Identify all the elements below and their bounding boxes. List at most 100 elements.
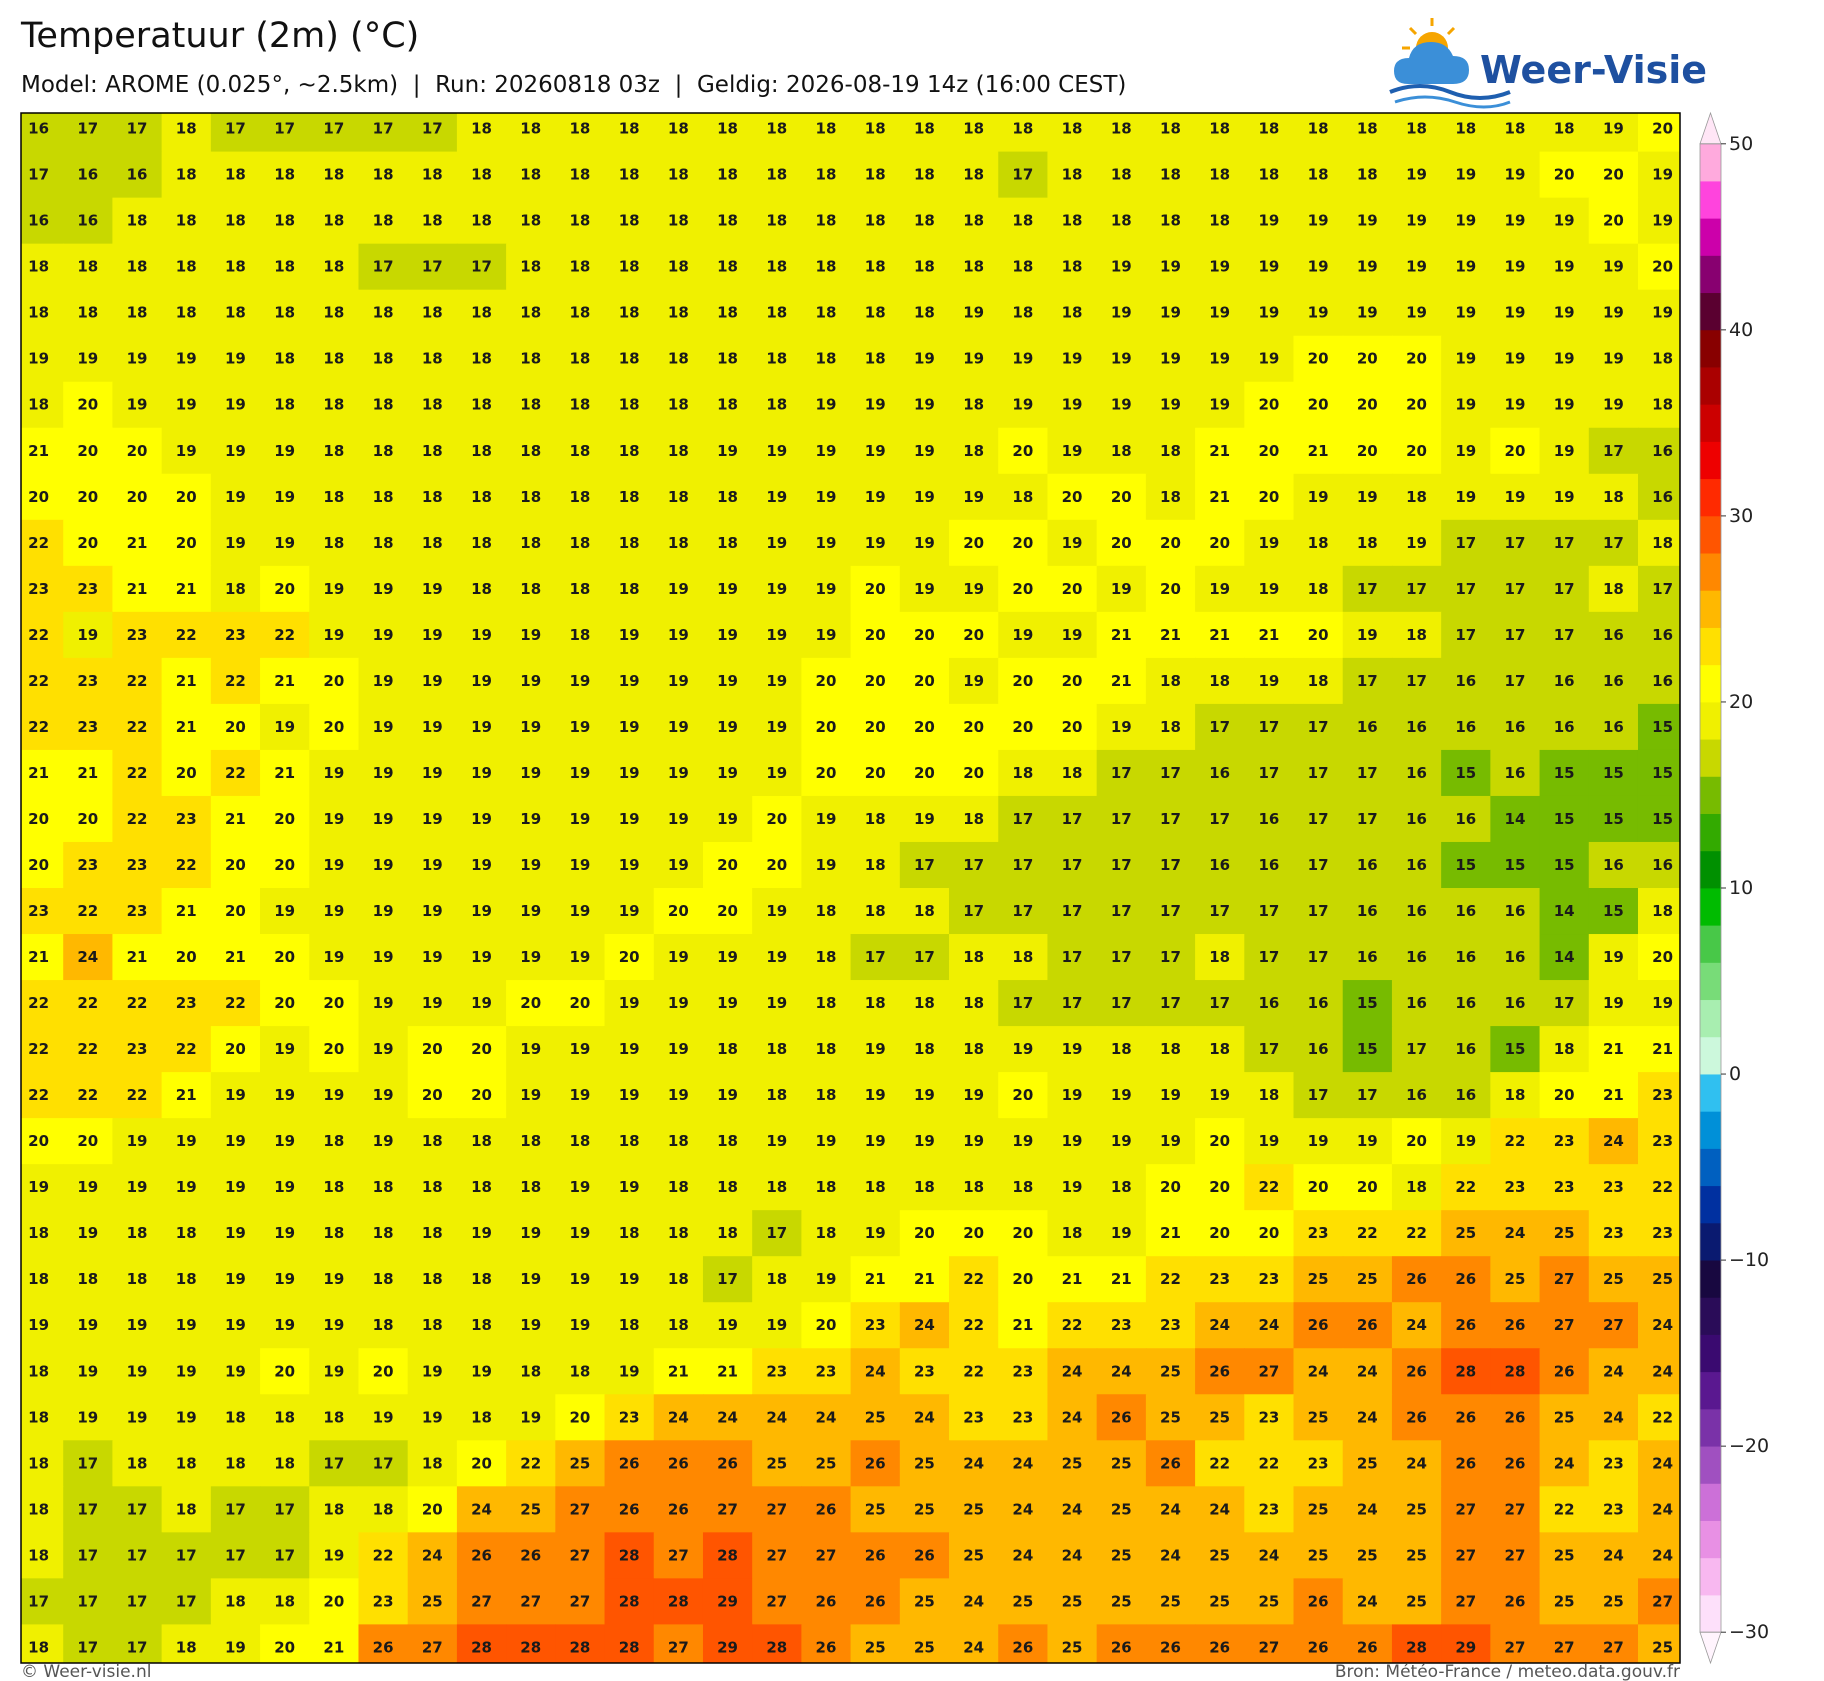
temperature-label: 24 xyxy=(1603,1546,1624,1564)
temperature-label: 19 xyxy=(717,948,738,966)
temperature-cell xyxy=(1145,1348,1196,1395)
temperature-label: 20 xyxy=(1160,534,1181,552)
temperature-label: 19 xyxy=(1209,258,1230,276)
temperature-cell xyxy=(850,1164,901,1211)
temperature-label: 18 xyxy=(373,488,394,506)
temperature-cell xyxy=(1293,795,1344,843)
temperature-cell xyxy=(1539,151,1590,199)
temperature-label: 25 xyxy=(1308,1546,1329,1564)
temperature-cell xyxy=(260,888,310,935)
temperature-label: 18 xyxy=(323,396,344,414)
temperature-label: 18 xyxy=(1111,1040,1132,1058)
temperature-label: 20 xyxy=(471,1040,492,1058)
temperature-label: 19 xyxy=(619,626,640,644)
temperature-cell xyxy=(899,1532,950,1579)
temperature-label: 20 xyxy=(914,626,935,644)
temperature-cell xyxy=(1490,934,1541,981)
temperature-cell xyxy=(112,1348,163,1395)
temperature-cell xyxy=(1342,749,1393,797)
temperature-label: 16 xyxy=(1357,856,1378,874)
temperature-label: 24 xyxy=(1012,1500,1033,1518)
temperature-cell xyxy=(1588,243,1639,291)
temperature-cell xyxy=(1490,519,1541,567)
temperature-cell xyxy=(801,151,852,199)
temperature-cell xyxy=(63,749,114,797)
temperature-cell xyxy=(1539,335,1590,383)
temperature-cell xyxy=(555,657,606,705)
temperature-label: 18 xyxy=(1062,258,1083,276)
temperature-label: 18 xyxy=(668,442,689,460)
temperature-cell xyxy=(949,1302,999,1349)
temperature-label: 20 xyxy=(225,902,246,920)
temperature-cell xyxy=(506,1164,556,1211)
temperature-cell xyxy=(702,1486,753,1533)
temperature-cell xyxy=(604,1532,655,1579)
temperature-cell xyxy=(1145,1164,1196,1211)
temperature-cell xyxy=(998,1302,1049,1349)
temperature-label: 19 xyxy=(914,396,935,414)
temperature-cell xyxy=(1047,980,1098,1027)
temperature-cell xyxy=(1047,565,1098,613)
temperature-label: 18 xyxy=(520,212,541,230)
temperature-cell xyxy=(752,151,802,199)
temperature-cell xyxy=(1490,565,1541,613)
temperature-cell xyxy=(702,611,753,659)
temperature-cell xyxy=(653,427,704,475)
temperature-label: 19 xyxy=(1455,442,1476,460)
temperature-label: 20 xyxy=(373,1362,394,1380)
temperature-cell xyxy=(1342,1624,1393,1663)
temperature-cell xyxy=(456,1164,507,1211)
temperature-label: 18 xyxy=(569,396,590,414)
temperature-cell xyxy=(801,1532,852,1579)
temperature-cell xyxy=(63,795,114,843)
temperature-cell xyxy=(210,1578,261,1625)
temperature-label: 19 xyxy=(1062,396,1083,414)
temperature-cell xyxy=(456,1256,507,1303)
temperature-cell xyxy=(1391,565,1442,613)
temperature-label: 18 xyxy=(127,1454,148,1472)
temperature-label: 19 xyxy=(619,672,640,690)
temperature-cell xyxy=(998,381,1049,429)
temperature-cell xyxy=(1391,1394,1442,1441)
temperature-cell xyxy=(1096,980,1147,1027)
temperature-cell xyxy=(407,703,458,751)
temperature-label: 21 xyxy=(127,534,148,552)
temperature-label: 18 xyxy=(471,580,492,598)
temperature-cell xyxy=(899,113,950,153)
temperature-cell xyxy=(1539,657,1590,705)
temperature-label: 18 xyxy=(1160,1040,1181,1058)
temperature-cell xyxy=(1637,1394,1680,1441)
temperature-label: 19 xyxy=(323,1362,344,1380)
temperature-label: 24 xyxy=(1652,1362,1673,1380)
temperature-cell xyxy=(21,657,64,705)
temperature-cell xyxy=(653,749,704,797)
temperature-cell xyxy=(456,1348,507,1395)
temperature-cell xyxy=(309,980,360,1027)
temperature-cell xyxy=(161,289,212,337)
temperature-label: 19 xyxy=(471,764,492,782)
temperature-label: 24 xyxy=(1062,1362,1083,1380)
temperature-cell xyxy=(506,1302,556,1349)
temperature-label: 18 xyxy=(865,120,886,138)
temperature-cell xyxy=(260,381,310,429)
temperature-label: 23 xyxy=(77,580,98,598)
temperature-label: 18 xyxy=(520,350,541,368)
temperature-cell xyxy=(899,289,950,337)
temperature-label: 17 xyxy=(1406,672,1427,690)
temperature-label: 18 xyxy=(1012,120,1033,138)
temperature-cell xyxy=(998,197,1049,245)
temperature-cell xyxy=(1293,1394,1344,1441)
temperature-label: 19 xyxy=(77,626,98,644)
temperature-label: 18 xyxy=(274,1454,295,1472)
temperature-label: 18 xyxy=(668,1178,689,1196)
temperature-cell xyxy=(1637,1348,1680,1395)
temperature-label: 17 xyxy=(1160,810,1181,828)
temperature-label: 19 xyxy=(865,396,886,414)
temperature-label: 18 xyxy=(766,1086,787,1104)
colorbar-segment xyxy=(1700,478,1721,517)
temperature-label: 15 xyxy=(1455,856,1476,874)
temperature-cell xyxy=(1195,151,1245,199)
temperature-cell xyxy=(210,473,261,521)
temperature-label: 26 xyxy=(865,1454,886,1472)
temperature-label: 18 xyxy=(1357,534,1378,552)
